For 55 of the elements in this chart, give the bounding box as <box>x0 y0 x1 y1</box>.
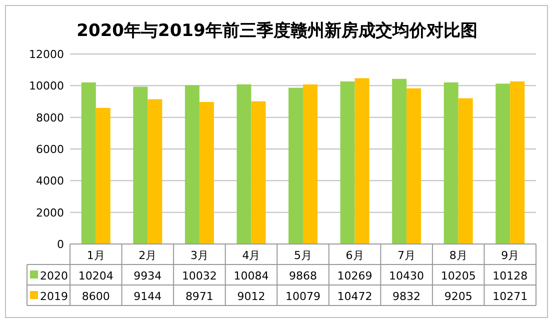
x-tick-label: 5月 <box>294 249 312 262</box>
bar <box>303 84 318 244</box>
x-tick-label: 9月 <box>501 249 520 262</box>
y-tick-label: 8000 <box>36 111 64 124</box>
y-tick-label: 0 <box>57 238 64 251</box>
bar <box>133 86 148 244</box>
data-label: 9934 <box>134 270 162 282</box>
bar <box>406 88 422 244</box>
bar <box>236 84 252 244</box>
y-tick-label: 6000 <box>36 143 64 156</box>
bar <box>288 88 303 244</box>
data-label: 10205 <box>440 270 476 282</box>
bar <box>392 78 407 244</box>
bar <box>184 85 200 244</box>
data-label: 9868 <box>289 270 317 282</box>
x-tick-label: 1月 <box>86 249 105 262</box>
bar <box>199 102 214 244</box>
bar <box>96 108 110 244</box>
data-label: 9012 <box>237 290 266 303</box>
data-label: 9832 <box>392 290 421 303</box>
data-label: 8600 <box>82 290 110 303</box>
bar <box>354 78 370 244</box>
data-label: 10269 <box>337 270 372 282</box>
y-tick-label: 10000 <box>29 80 64 93</box>
bar <box>251 101 266 244</box>
x-tick-label: 4月 <box>242 249 260 262</box>
bar <box>148 99 162 244</box>
bar <box>340 81 355 244</box>
data-label: 9144 <box>134 290 162 303</box>
bar <box>81 82 96 244</box>
data-label: 10204 <box>78 270 114 282</box>
y-tick-label: 2000 <box>36 206 64 220</box>
data-label: 9205 <box>444 290 472 303</box>
data-label: 10128 <box>492 270 528 282</box>
x-tick-label: 2月 <box>138 249 157 262</box>
x-tick-label: 6月 <box>346 249 364 262</box>
y-tick-label: 4000 <box>36 174 64 188</box>
bar <box>496 84 510 244</box>
data-label: 8971 <box>185 290 214 303</box>
data-label: 10032 <box>182 270 217 282</box>
bar <box>510 81 525 244</box>
x-tick-label: 7月 <box>398 249 416 262</box>
y-tick-label: 12000 <box>29 48 64 61</box>
data-label: 10271 <box>492 290 528 303</box>
legend-label: 2020 <box>40 270 68 282</box>
data-label: 10430 <box>389 270 424 282</box>
bar <box>444 82 458 244</box>
x-tick-label: 8月 <box>449 249 468 262</box>
x-tick-label: 3月 <box>190 249 208 262</box>
data-label: 10079 <box>286 290 320 303</box>
data-label: 10084 <box>234 270 269 282</box>
bar <box>458 98 473 244</box>
data-label: 10472 <box>337 290 372 303</box>
chart-title: 2020年与2019年前三季度赣州新房成交均价对比图 <box>76 21 478 41</box>
legend-label: 2019 <box>40 290 68 303</box>
